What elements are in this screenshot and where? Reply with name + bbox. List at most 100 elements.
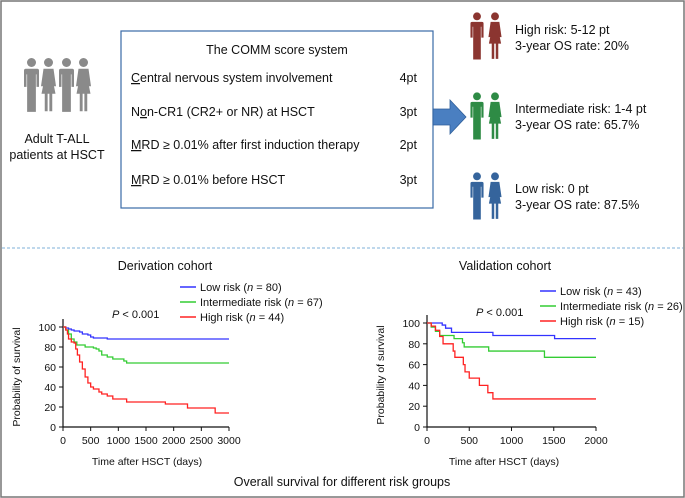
chart-title: Validation cohort	[459, 259, 552, 273]
x-tick-label: 0	[60, 435, 66, 447]
risk-group-score: Low risk: 0 pt	[515, 182, 589, 196]
x-axis-label: Time after HSCT (days)	[92, 456, 202, 468]
y-tick-label: 20	[408, 401, 420, 413]
legend-paren: (	[603, 316, 610, 328]
legend-equals: =	[256, 312, 269, 324]
y-tick-label: 60	[408, 360, 420, 372]
y-tick-label: 80	[44, 342, 56, 354]
legend-n-value: 26	[667, 301, 679, 313]
risk-group-os-rate: 3-year OS rate: 20%	[515, 39, 629, 53]
legend-n-symbol: n	[288, 297, 294, 309]
risk-group-os-rate: 3-year OS rate: 87.5%	[515, 198, 639, 212]
x-axis-label: Time after HSCT (days)	[449, 456, 559, 468]
risk-group-os-rate: 3-year OS rate: 65.7%	[515, 118, 639, 132]
legend-paren: )	[278, 282, 282, 294]
criterion-text: n-CR1 (CR2+ or NR) at HSCT	[147, 105, 315, 119]
p-symbol: P	[476, 307, 484, 319]
low-risk-survival-curve	[63, 326, 229, 340]
legend-equals: =	[294, 297, 307, 309]
legend-entry: High risk (n = 44)	[200, 312, 284, 324]
p-value-annotation: P < 0.001	[476, 307, 523, 319]
legend-equals: =	[613, 286, 626, 298]
legend-n-value: 15	[628, 316, 640, 328]
x-tick-label: 1000	[500, 435, 524, 447]
legend-series-name: Intermediate risk	[560, 301, 642, 313]
x-tick-label: 2000	[162, 435, 186, 447]
score-box-title: The COMM score system	[206, 43, 348, 57]
legend-entry: Low risk (n = 43)	[560, 286, 642, 298]
x-tick-label: 2000	[584, 435, 608, 447]
legend-equals: =	[253, 282, 266, 294]
y-axis-label: Probability of survival	[11, 327, 23, 426]
legend-n-value: 44	[268, 312, 280, 324]
criterion-points: 2pt	[400, 138, 418, 152]
y-tick-label: 0	[414, 422, 420, 434]
high-risk-survival-curve	[427, 322, 596, 400]
x-tick-label: 3000	[217, 435, 241, 447]
legend-paren: (	[641, 301, 648, 313]
legend-series-name: Intermediate risk	[200, 297, 282, 309]
legend-paren: (	[600, 286, 607, 298]
y-tick-label: 40	[408, 380, 420, 392]
legend-equals: =	[616, 316, 629, 328]
risk-group-score: High risk: 5-12 pt	[515, 23, 610, 37]
criterion-initial: o	[140, 105, 147, 119]
criterion-text: entral nervous system involvement	[140, 71, 333, 85]
legend-n-value: 80	[266, 282, 278, 294]
y-tick-label: 100	[402, 318, 420, 330]
score-criterion-2: Non-CR1 (CR2+ or NR) at HSCT	[131, 105, 315, 119]
legend-entry: Intermediate risk (n = 26)	[560, 301, 683, 313]
legend-series-name: Low risk	[200, 282, 241, 294]
criterion-points: 3pt	[400, 105, 418, 119]
y-tick-label: 60	[44, 362, 56, 374]
x-tick-label: 1500	[542, 435, 566, 447]
legend-equals: =	[654, 301, 667, 313]
criterion-initial: M	[131, 173, 141, 187]
criterion-points: 3pt	[400, 173, 418, 187]
legend-n-symbol: n	[648, 301, 654, 313]
criterion-text: RD ≥ 0.01% before HSCT	[141, 173, 285, 187]
legend-paren: (	[281, 297, 288, 309]
x-tick-label: 500	[460, 435, 478, 447]
y-tick-label: 80	[408, 339, 420, 351]
x-tick-label: 1500	[134, 435, 158, 447]
legend-paren: )	[280, 312, 284, 324]
legend-entry: Low risk (n = 80)	[200, 282, 282, 294]
legend-n-value: 67	[307, 297, 319, 309]
score-criterion-3: MRD ≥ 0.01% after first induction therap…	[131, 138, 360, 152]
criterion-prefix: N	[131, 105, 140, 119]
risk-group-score: Intermediate risk: 1-4 pt	[515, 102, 647, 116]
legend-paren: )	[638, 286, 642, 298]
x-tick-label: 500	[82, 435, 100, 447]
y-axis-label: Probability of survival	[375, 325, 387, 424]
arrow-icon	[432, 98, 467, 136]
chart-title: Derivation cohort	[118, 259, 213, 273]
legend-n-symbol: n	[607, 286, 613, 298]
legend-series-name: High risk	[560, 316, 603, 328]
intermediate-risk-survival-curve	[63, 326, 229, 364]
legend-paren: )	[319, 297, 323, 309]
y-tick-label: 0	[50, 422, 56, 434]
criterion-text: RD ≥ 0.01% after first induction therapy	[141, 138, 360, 152]
criterion-initial: M	[131, 138, 141, 152]
p-value: < 0.001	[119, 309, 159, 321]
p-value-annotation: P < 0.001	[112, 309, 159, 321]
high-risk-survival-curve	[63, 326, 229, 414]
legend-paren: )	[679, 301, 683, 313]
legend-n-value: 43	[626, 286, 638, 298]
score-criterion-1: Central nervous system involvement	[131, 71, 333, 85]
legend-entry: Intermediate risk (n = 67)	[200, 297, 323, 309]
legend-paren: (	[240, 282, 247, 294]
criterion-initial: C	[131, 71, 140, 85]
p-value: < 0.001	[483, 307, 523, 319]
patients-label-line1: Adult T-ALL	[24, 132, 89, 146]
legend-n-symbol: n	[610, 316, 616, 328]
p-symbol: P	[112, 309, 120, 321]
legend-series-name: Low risk	[560, 286, 601, 298]
legend-series-name: High risk	[200, 312, 243, 324]
y-tick-label: 20	[44, 402, 56, 414]
score-box	[120, 30, 434, 209]
y-tick-label: 100	[38, 322, 56, 334]
